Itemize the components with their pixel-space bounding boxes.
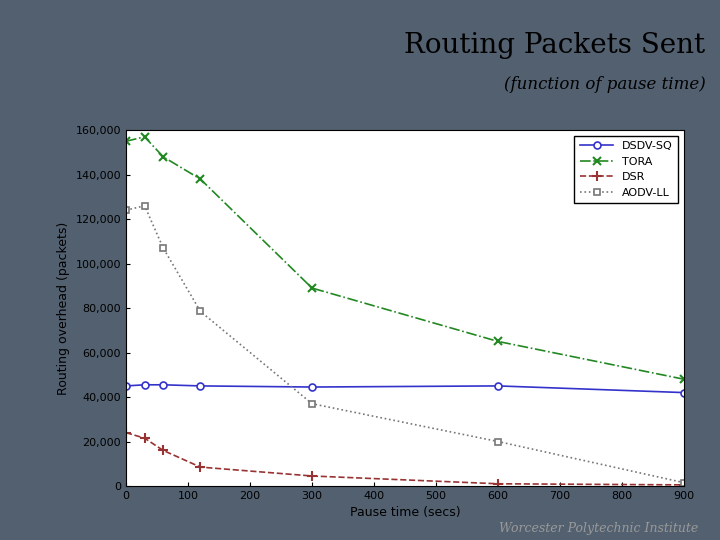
AODV-LL: [494, 438, 503, 445]
DSR: [307, 472, 316, 479]
DSDV-SQ: [680, 389, 688, 396]
AODV-LL: [196, 308, 204, 315]
DSR: [494, 481, 503, 487]
Line: DSDV-SQ: DSDV-SQ: [122, 381, 688, 396]
TORA: [140, 133, 149, 140]
Line: AODV-LL: AODV-LL: [122, 202, 688, 486]
TORA: [159, 153, 168, 160]
DSR: [140, 435, 149, 441]
DSR: [680, 482, 688, 488]
DSDV-SQ: [122, 383, 130, 389]
Line: DSR: DSR: [121, 428, 689, 490]
AODV-LL: [680, 480, 688, 486]
TORA: [307, 285, 316, 291]
Text: Routing Packets Sent: Routing Packets Sent: [405, 31, 706, 59]
DSR: [196, 464, 204, 470]
TORA: [196, 176, 204, 183]
TORA: [680, 376, 688, 382]
AODV-LL: [307, 401, 316, 407]
Legend: DSDV-SQ, TORA, DSR, AODV-LL: DSDV-SQ, TORA, DSR, AODV-LL: [575, 136, 678, 204]
DSDV-SQ: [307, 384, 316, 390]
Text: Worcester Polytechnic Institute: Worcester Polytechnic Institute: [499, 522, 698, 535]
DSDV-SQ: [140, 382, 149, 388]
TORA: [122, 138, 130, 145]
AODV-LL: [159, 245, 168, 251]
AODV-LL: [122, 207, 130, 213]
Y-axis label: Routing overhead (packets): Routing overhead (packets): [57, 221, 70, 395]
DSDV-SQ: [159, 382, 168, 388]
X-axis label: Pause time (secs): Pause time (secs): [350, 507, 460, 519]
Line: TORA: TORA: [122, 133, 688, 383]
Text: (function of pause time): (function of pause time): [504, 76, 706, 93]
DSR: [122, 429, 130, 436]
AODV-LL: [140, 202, 149, 209]
TORA: [494, 338, 503, 345]
DSDV-SQ: [494, 383, 503, 389]
DSR: [159, 447, 168, 454]
DSDV-SQ: [196, 383, 204, 389]
